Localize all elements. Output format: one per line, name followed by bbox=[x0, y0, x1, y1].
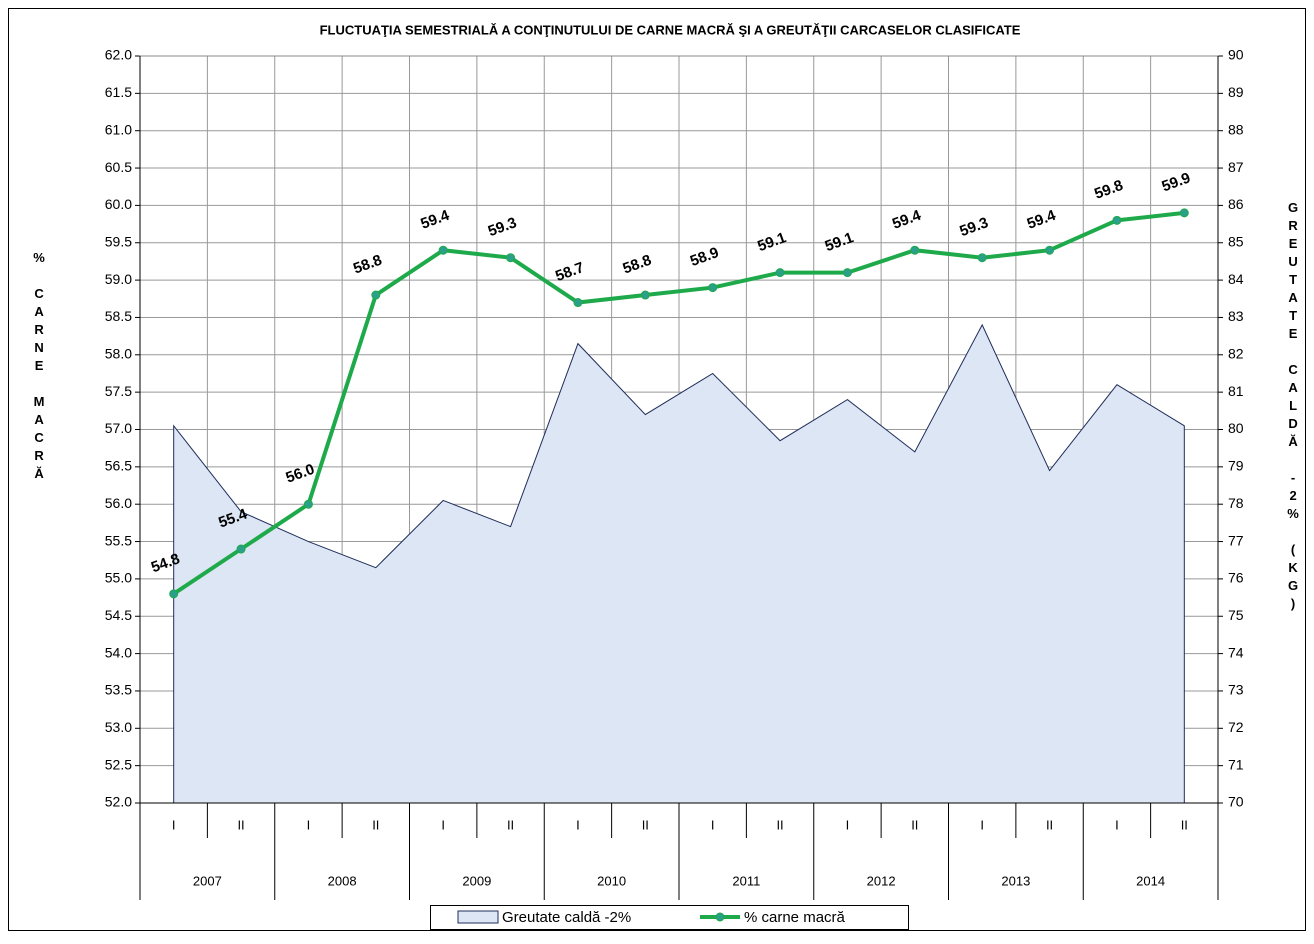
y-tick-label: 53.5 bbox=[105, 682, 132, 698]
y2-tick-label: 77 bbox=[1228, 532, 1244, 548]
x-tick-label: I bbox=[576, 817, 580, 832]
marker bbox=[1045, 245, 1055, 255]
x-tick-label: I bbox=[172, 817, 176, 832]
y2-tick-label: 76 bbox=[1228, 570, 1244, 586]
y-tick-label: 57.5 bbox=[105, 383, 132, 399]
x-tick-label: II bbox=[776, 817, 783, 832]
x-group-label: 2007 bbox=[193, 873, 222, 888]
x-tick-label: II bbox=[507, 817, 514, 832]
marker bbox=[708, 283, 718, 293]
y2-tick-label: 81 bbox=[1228, 383, 1244, 399]
y-tick-label: 60.0 bbox=[105, 196, 132, 212]
y-tick-label: 61.5 bbox=[105, 84, 132, 100]
y2-tick-label: 74 bbox=[1228, 644, 1244, 660]
x-group-label: 2008 bbox=[328, 873, 357, 888]
marker bbox=[506, 253, 516, 263]
y-tick-label: 56.5 bbox=[105, 458, 132, 474]
x-tick-label: I bbox=[711, 817, 715, 832]
marker bbox=[977, 253, 987, 263]
x-group-label: 2014 bbox=[1136, 873, 1165, 888]
legend-label: % carne macră bbox=[744, 909, 846, 926]
marker bbox=[1112, 215, 1122, 225]
y2-tick-label: 82 bbox=[1228, 346, 1244, 362]
x-group-label: 2012 bbox=[867, 873, 896, 888]
marker bbox=[438, 245, 448, 255]
y2-tick-label: 89 bbox=[1228, 84, 1244, 100]
y-tick-label: 55.5 bbox=[105, 532, 132, 548]
x-tick-label: II bbox=[642, 817, 649, 832]
marker bbox=[640, 290, 650, 300]
y2-tick-label: 86 bbox=[1228, 196, 1244, 212]
y-tick-label: 58.0 bbox=[105, 346, 132, 362]
legend-box bbox=[430, 905, 909, 930]
y2-tick-label: 78 bbox=[1228, 495, 1244, 511]
marker bbox=[303, 499, 313, 509]
y-tick-label: 58.5 bbox=[105, 308, 132, 324]
x-tick-label: II bbox=[1046, 817, 1053, 832]
y2-tick-label: 70 bbox=[1228, 794, 1244, 810]
y2-tick-label: 79 bbox=[1228, 458, 1244, 474]
y-tick-label: 62.0 bbox=[105, 47, 132, 63]
line bbox=[172, 210, 1185, 596]
marker bbox=[842, 268, 852, 278]
marker bbox=[775, 268, 785, 278]
y2-tick-label: 87 bbox=[1228, 159, 1244, 175]
x-tick-label: II bbox=[372, 817, 379, 832]
y-tick-label: 61.0 bbox=[105, 121, 132, 137]
y2-tick-label: 90 bbox=[1228, 47, 1244, 63]
marker bbox=[169, 589, 179, 599]
legend-label: Greutate caldă -2% bbox=[502, 909, 631, 926]
y2-tick-label: 84 bbox=[1228, 271, 1244, 287]
y-tick-label: 59.5 bbox=[105, 233, 132, 249]
y-tick-label: 57.0 bbox=[105, 420, 132, 436]
y-tick-label: 52.5 bbox=[105, 756, 132, 772]
x-group-label: 2013 bbox=[1001, 873, 1030, 888]
y-tick-label: 54.0 bbox=[105, 644, 132, 660]
x-tick-label: I bbox=[980, 817, 984, 832]
marker bbox=[236, 544, 246, 554]
y-tick-label: 59.0 bbox=[105, 271, 132, 287]
marker bbox=[910, 245, 920, 255]
x-tick-label: I bbox=[846, 817, 850, 832]
y2-tick-label: 88 bbox=[1228, 121, 1244, 137]
x-tick-label: II bbox=[911, 817, 918, 832]
x-tick-label: II bbox=[1181, 817, 1188, 832]
marker bbox=[1179, 208, 1189, 218]
marker bbox=[573, 298, 583, 308]
legend-swatch bbox=[457, 910, 499, 924]
x-group-label: 2010 bbox=[597, 873, 626, 888]
legend-marker bbox=[715, 912, 725, 922]
y-tick-label: 53.0 bbox=[105, 719, 132, 735]
x-tick-label: II bbox=[237, 817, 244, 832]
y2-tick-label: 83 bbox=[1228, 308, 1244, 324]
y-tick-label: 60.5 bbox=[105, 159, 132, 175]
y2-tick-label: 71 bbox=[1228, 756, 1244, 772]
y-tick-label: 52.0 bbox=[105, 794, 132, 810]
x-tick-label: I bbox=[1115, 817, 1119, 832]
x-tick-label: I bbox=[441, 817, 445, 832]
x-group-label: 2009 bbox=[462, 873, 491, 888]
y2-tick-label: 80 bbox=[1228, 420, 1244, 436]
y2-tick-label: 73 bbox=[1228, 682, 1244, 698]
y2-axis-label: GREUTATE CALDĂ -2% (KG) bbox=[1286, 200, 1301, 614]
chart-title: FLUCTUAŢIA SEMESTRIALĂ A CONŢINUTULUI DE… bbox=[320, 22, 1021, 37]
y2-tick-label: 85 bbox=[1228, 233, 1244, 249]
area bbox=[173, 323, 1185, 804]
x-group-label: 2011 bbox=[732, 873, 760, 888]
y-axis-label: % CARNE MACRĂ bbox=[32, 250, 47, 484]
marker bbox=[371, 290, 381, 300]
y2-tick-label: 72 bbox=[1228, 719, 1244, 735]
x-tick-label: I bbox=[307, 817, 311, 832]
y-tick-label: 55.0 bbox=[105, 570, 132, 586]
y-tick-label: 56.0 bbox=[105, 495, 132, 511]
y-tick-label: 54.5 bbox=[105, 607, 132, 623]
y2-tick-label: 75 bbox=[1228, 607, 1244, 623]
